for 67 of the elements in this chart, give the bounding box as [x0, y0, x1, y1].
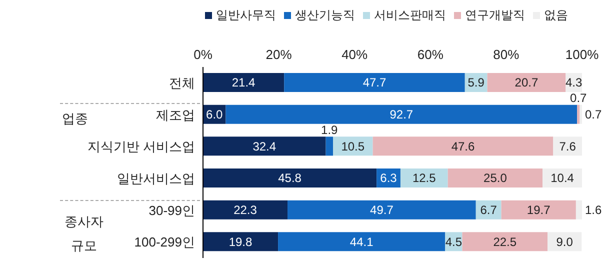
bar [326, 136, 333, 156]
data-label: 47.6 [451, 139, 475, 154]
bar [372, 136, 554, 156]
bar [288, 200, 476, 220]
bar [576, 200, 582, 220]
y-tick-label: 일반서비스업 [117, 171, 195, 186]
data-label: 0.7 [570, 91, 588, 106]
data-label: 6.3 [380, 171, 398, 186]
data-label: 49.7 [370, 203, 394, 218]
data-label: 9.0 [556, 234, 574, 249]
data-label: 12.5 [412, 171, 436, 186]
y-tick-label: 지식기반 서비스업 [87, 139, 195, 154]
legend-label: 서비스판매직 [374, 7, 446, 24]
y-tick-label: 전체 [169, 76, 195, 91]
text: 종사자 규모 [64, 213, 104, 255]
data-label: 1.6 [585, 203, 602, 218]
data-label: 4.3 [566, 76, 583, 90]
data-label: 45.8 [278, 171, 302, 186]
bar [203, 168, 377, 188]
data-label: 4.5 [445, 234, 462, 249]
bar [203, 200, 288, 220]
data-label: 32.4 [252, 139, 276, 154]
data-label: 22.5 [493, 234, 517, 249]
bar [203, 73, 284, 92]
y-tick-label: 30-99인 [148, 202, 195, 218]
bar [278, 232, 446, 252]
legend-label: 생산기능직 [295, 7, 355, 24]
bar [284, 73, 465, 92]
data-label: 1.9 [321, 122, 338, 137]
data-label: 47.7 [362, 76, 386, 90]
data-label: 0.7 [585, 108, 602, 122]
x-tick-label: 0% [194, 47, 213, 62]
x-tick-label: 60% [417, 47, 444, 62]
data-label: 22.3 [234, 203, 258, 218]
data-label: 10.5 [341, 139, 365, 154]
data-label: 5.9 [468, 76, 485, 90]
data-label: 21.4 [232, 76, 256, 90]
data-label: 7.6 [559, 139, 576, 154]
bar [462, 232, 548, 252]
legend-label: 연구개발직 [465, 7, 525, 24]
bar [553, 136, 582, 156]
data-label: 6.0 [206, 108, 224, 122]
data-label: 10.4 [550, 171, 574, 186]
x-tick-label: 80% [493, 47, 520, 62]
bar [226, 104, 578, 124]
x-tick-label: 100% [565, 47, 600, 62]
data-label: 19.8 [228, 234, 253, 249]
data-label: 6.7 [480, 203, 498, 218]
text: 업종 [62, 110, 88, 128]
bar [203, 136, 326, 156]
y-tick-label: 제조업 [156, 107, 195, 122]
bar [577, 104, 580, 124]
bar [203, 232, 278, 252]
x-tick-label: 40% [342, 47, 368, 62]
data-label: 19.7 [526, 203, 551, 218]
data-label: 20.7 [514, 76, 538, 90]
data-label: 92.7 [390, 108, 414, 122]
legend-label: 일반사무직 [216, 7, 276, 24]
y-tick-label: 100-299인 [134, 234, 195, 250]
bar [487, 73, 566, 92]
data-label: 25.0 [484, 171, 508, 186]
x-tick-label: 20% [266, 47, 292, 62]
data-label: 44.1 [350, 234, 374, 249]
bar [448, 168, 543, 188]
legend-label: 없음 [544, 7, 568, 24]
bar [400, 168, 448, 188]
bar [501, 200, 576, 220]
